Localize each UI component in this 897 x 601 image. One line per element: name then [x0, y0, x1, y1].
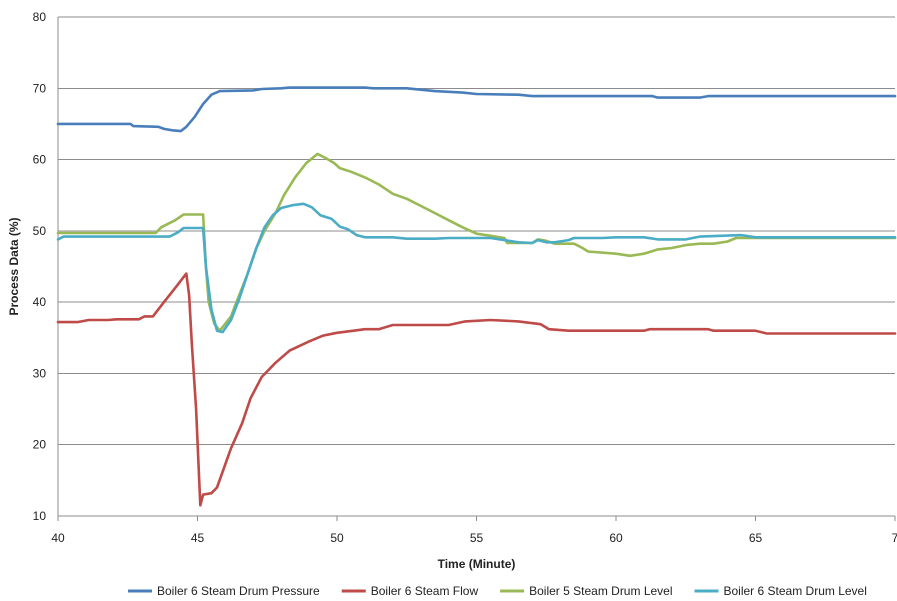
x-tick-labels: 40 45 50 55 60 65 7: [51, 531, 897, 545]
series-line-2: [56, 272, 897, 507]
x-tick-label: 40: [51, 531, 65, 545]
axes: [57, 17, 896, 521]
y-tick-label: 30: [33, 366, 47, 380]
x-axis-title: Time (Minute): [438, 557, 516, 571]
y-tick-label: 20: [33, 438, 47, 452]
legend-label-1: Boiler 6 Steam Drum Pressure: [157, 584, 320, 598]
y-tick-label: 50: [33, 224, 47, 238]
series-line-3: [56, 152, 897, 332]
y-tick-label: 80: [33, 10, 47, 24]
series-line-4: [56, 202, 897, 334]
y-tick-label: 10: [33, 509, 47, 523]
legend-label-4: Boiler 6 Steam Drum Level: [724, 584, 867, 598]
gridlines: [58, 16, 895, 446]
x-tick-label: 55: [470, 531, 484, 545]
series-group: [56, 86, 897, 507]
legend: Boiler 6 Steam Drum Pressure Boiler 6 Ste…: [128, 584, 867, 598]
legend-label-3: Boiler 5 Steam Drum Level: [529, 584, 672, 598]
x-tick-label: 60: [609, 531, 623, 545]
y-tick-label: 40: [33, 295, 47, 309]
x-tick-label: 7: [892, 531, 897, 545]
x-tick-label: 45: [191, 531, 205, 545]
x-tick-label: 50: [330, 531, 344, 545]
y-tick-label: 60: [33, 153, 47, 167]
legend-label-2: Boiler 6 Steam Flow: [371, 584, 479, 598]
x-tick-label: 65: [749, 531, 763, 545]
y-tick-label: 70: [33, 81, 47, 95]
y-tick-labels: 10 20 30 40 50 60 70 80: [33, 10, 47, 523]
series-line-1: [56, 86, 897, 133]
y-axis-title: Process Data (%): [7, 217, 21, 315]
